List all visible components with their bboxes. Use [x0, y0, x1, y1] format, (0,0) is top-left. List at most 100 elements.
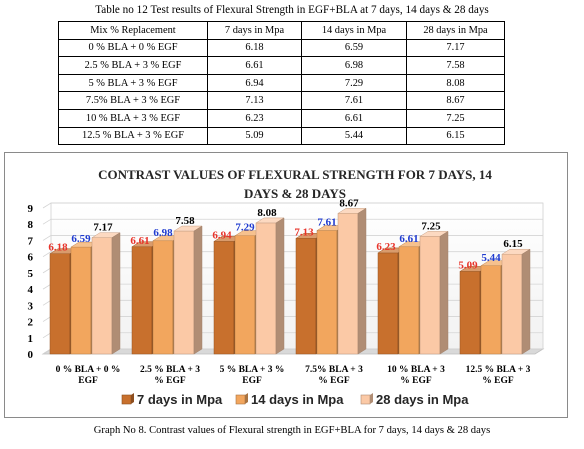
y-tick-label: 1: [28, 333, 34, 345]
mix-cell: 2.5 % BLA + 3 % EGF: [58, 56, 208, 75]
chart-title: DAYS & 28 DAYS: [244, 186, 346, 201]
value-cell: 7.25: [406, 108, 505, 128]
legend-item-2: 14 days in Mpa: [235, 392, 344, 407]
y-tick-label: 8: [28, 219, 34, 231]
y-tick-label: 6: [28, 252, 34, 264]
table-row: 5 % BLA + 3 % EGF 6.94 7.29 8.08: [58, 73, 505, 93]
bar-1-series-3: [91, 232, 121, 355]
legend-swatch: [360, 394, 371, 405]
x-category-label: 12.5 % BLA + 3: [466, 365, 531, 375]
data-label: 7.58: [175, 215, 195, 227]
data-label: 8.08: [257, 207, 277, 219]
mix-cell: 5 % BLA + 3 % EGF: [58, 73, 208, 93]
value-cell: 6.23: [207, 108, 302, 128]
data-label: 7.13: [294, 226, 314, 238]
data-label: 7.25: [421, 220, 441, 232]
chart-frame: 6.18 6.59 7.17 6.61 6.98 7.58 6.94 7.29 8.08 7.13…: [4, 152, 568, 418]
value-cell: 8.67: [406, 91, 505, 110]
legend-label: 28 days in Mpa: [376, 392, 469, 407]
results-table: Mix % Replacement 7 days in Mpa 14 days …: [58, 21, 505, 146]
data-label: 6.59: [71, 233, 91, 245]
bar-3-series-3: [255, 217, 285, 355]
table-header-row: Mix % Replacement 7 days in Mpa 14 days …: [58, 21, 505, 40]
x-category-label: 2.5 % BLA + 3: [140, 365, 200, 375]
mix-cell: 0 % BLA + 0 % EGF: [58, 38, 208, 58]
bar-6-series-3: [501, 248, 531, 355]
value-cell: 7.61: [301, 91, 407, 110]
bar-4-series-3: [337, 207, 367, 355]
bar-5-series-3: [419, 230, 449, 355]
data-label: 6.61: [130, 235, 149, 247]
graph-caption: Graph No 8. Contrast values of Flexural …: [93, 425, 491, 436]
data-label: 8.67: [339, 197, 359, 209]
x-category-label: 5 % BLA + 3 %: [220, 365, 285, 375]
value-cell: 5.09: [207, 126, 302, 146]
x-category-label: % EGF: [400, 376, 432, 386]
mix-cell: 12.5 % BLA + 3 % EGF: [58, 126, 208, 146]
bar-2-series-3: [173, 225, 203, 355]
legend-item-3: 28 days in Mpa: [360, 392, 469, 407]
legend-swatch: [235, 394, 246, 405]
x-category-label: EGF: [78, 376, 98, 386]
header-28-days: 28 days in Mpa: [406, 21, 505, 40]
value-cell: 7.29: [301, 73, 407, 93]
legend-swatch: [121, 394, 132, 405]
data-label: 6.23: [376, 241, 396, 253]
y-tick-label: 9: [28, 203, 34, 215]
data-label: 6.61: [399, 233, 418, 245]
x-category-label: % EGF: [154, 376, 186, 386]
data-label: 6.15: [503, 238, 523, 250]
x-category-label: 10 % BLA + 3: [387, 365, 445, 375]
gridline: [42, 235, 543, 241]
value-cell: 6.18: [207, 38, 302, 58]
table-row: 12.5 % BLA + 3 % EGF 5.09 5.44 6.15: [58, 126, 505, 146]
value-cell: 5.44: [301, 126, 407, 146]
data-label: 5.44: [481, 252, 501, 264]
table-caption: Table no 12 Test results of Flexural Str…: [95, 4, 489, 16]
data-label: 6.98: [153, 227, 173, 239]
data-label: 7.61: [317, 217, 336, 229]
table-row: 7.5% BLA + 3 % EGF 7.13 7.61 8.67: [58, 91, 505, 110]
value-cell: 7.13: [207, 91, 302, 110]
value-cell: 6.98: [301, 56, 407, 75]
x-category-label: 7.5% BLA + 3: [305, 365, 363, 375]
x-category-label: 0 % BLA + 0 %: [56, 365, 121, 375]
data-label: 6.18: [48, 242, 68, 254]
header-7-days: 7 days in Mpa: [207, 21, 302, 40]
value-cell: 6.94: [207, 73, 302, 93]
gridline: [42, 202, 543, 209]
y-tick-label: 4: [28, 284, 34, 296]
x-category-label: % EGF: [318, 376, 350, 386]
value-cell: 7.58: [406, 56, 505, 75]
y-tick-label: 2: [28, 317, 34, 329]
x-category-label: EGF: [242, 376, 262, 386]
header-mix: Mix % Replacement: [58, 21, 208, 40]
legend-label: 7 days in Mpa: [137, 392, 223, 407]
y-tick-label: 3: [28, 300, 34, 312]
data-label: 7.17: [93, 222, 113, 234]
table-row: 0 % BLA + 0 % EGF 6.18 6.59 7.17: [58, 38, 505, 58]
y-tick-label: 5: [28, 268, 34, 280]
table-row: 10 % BLA + 3 % EGF 6.23 6.61 7.25: [58, 108, 505, 128]
gridline: [42, 218, 543, 225]
value-cell: 6.61: [301, 108, 407, 128]
y-tick-label: 0: [28, 349, 34, 361]
data-label: 7.29: [235, 222, 255, 234]
value-cell: 6.59: [301, 38, 407, 58]
value-cell: 6.15: [406, 126, 505, 146]
value-cell: 6.61: [207, 56, 302, 75]
flexural-strength-chart: 6.186.597.17 6.61 6.987.58 6.947.298.08 7.13…: [28, 167, 545, 407]
legend-item-1: 7 days in Mpa: [121, 392, 223, 407]
chart-title: CONTRAST VALUES OF FLEXURAL STRENGTH FOR…: [98, 167, 492, 182]
x-category-label: % EGF: [482, 376, 514, 386]
value-cell: 8.08: [406, 73, 505, 93]
legend-label: 14 days in Mpa: [251, 392, 344, 407]
header-14-days: 14 days in Mpa: [301, 21, 407, 40]
mix-cell: 7.5% BLA + 3 % EGF: [58, 91, 208, 110]
y-tick-label: 7: [28, 235, 34, 247]
gridline: [42, 251, 543, 258]
table-row: 2.5 % BLA + 3 % EGF 6.61 6.98 7.58: [58, 56, 505, 75]
data-label: 5.09: [458, 259, 478, 271]
data-label: 6.94: [212, 229, 232, 241]
mix-cell: 10 % BLA + 3 % EGF: [58, 108, 208, 128]
